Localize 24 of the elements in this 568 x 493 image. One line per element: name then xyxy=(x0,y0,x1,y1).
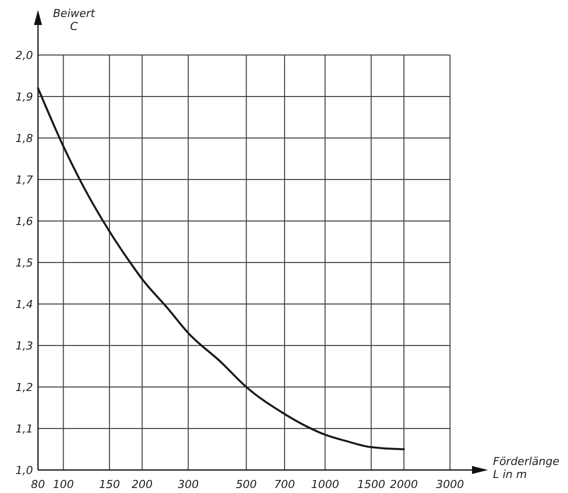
y-tick-label: 1,9 xyxy=(16,90,33,104)
y-tick-label: 1,6 xyxy=(16,215,33,228)
y-tick-label: 1,7 xyxy=(16,174,33,186)
y-tick-label: 1,8 xyxy=(16,132,33,145)
x-tick-label: 150 xyxy=(98,478,120,491)
x-tick-label: 1000 xyxy=(311,478,340,491)
x-tick-label: 300 xyxy=(178,478,199,491)
y-tick-label: 1,4 xyxy=(16,298,33,311)
y-tick-label: 1,2 xyxy=(16,381,33,394)
x-tick-label: 200 xyxy=(132,478,153,491)
x-tick-label: 500 xyxy=(236,478,257,491)
y-tick-label: 1,3 xyxy=(16,340,33,352)
x-tick-label: 2000 xyxy=(390,478,418,491)
y-tick-label: 1,5 xyxy=(16,256,33,270)
y-tick-label: 1,0 xyxy=(16,464,33,477)
x-tick-label: 3000 xyxy=(436,478,464,491)
y-axis-title: Beiwert C xyxy=(53,7,96,33)
x-tick-label: 100 xyxy=(52,478,74,491)
x-tick-label: 700 xyxy=(274,478,296,491)
y-tick-label: 2,0 xyxy=(16,49,33,62)
y-tick-label: 1,1 xyxy=(16,422,33,436)
x-axis-title: Förderlänge L in m xyxy=(493,455,560,481)
x-tick-label: 1500 xyxy=(357,478,386,491)
x-tick-label: 80 xyxy=(31,478,45,491)
